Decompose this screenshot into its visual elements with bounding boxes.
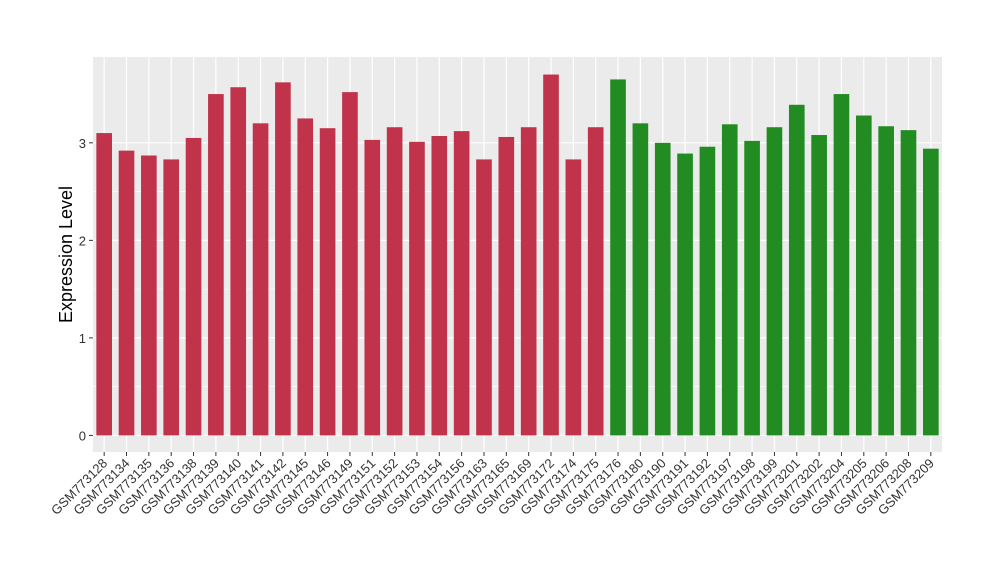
bar [386,127,403,436]
bar [878,126,894,436]
bar [275,82,291,436]
y-axis-label: Expression Level [56,186,76,323]
y-tick-label: 0 [79,428,86,443]
bar [431,136,448,436]
bar [721,124,738,436]
bar [163,159,180,436]
y-tick-label: 2 [79,233,86,248]
bar [632,123,649,436]
bar [699,146,716,436]
bar [364,139,381,436]
bar [565,159,582,436]
axes: 0123GSM773128GSM773134GSM773135GSM773136… [48,136,937,518]
bar [141,155,157,436]
y-tick-label: 1 [79,331,86,346]
bar [96,133,112,436]
bar [610,79,626,436]
bar [319,128,336,436]
bar [855,115,872,436]
bar [118,150,135,436]
bar [498,136,515,436]
bar [409,141,425,436]
bar [208,94,224,436]
bar [788,104,805,436]
bar [677,153,693,436]
bar [520,127,537,436]
bar [185,137,202,436]
bar [453,131,470,436]
bar [476,159,492,436]
bar [654,142,671,436]
bar [833,94,850,436]
bar [900,130,917,436]
bar [766,127,783,436]
bar [252,123,269,436]
bar [297,118,314,436]
bar [923,148,939,436]
bar [811,135,827,436]
bar [342,92,358,436]
y-tick-label: 3 [79,136,86,151]
bar [543,74,559,436]
bar [587,127,604,436]
bars [96,74,939,436]
bar [744,140,760,436]
bar [230,87,247,436]
